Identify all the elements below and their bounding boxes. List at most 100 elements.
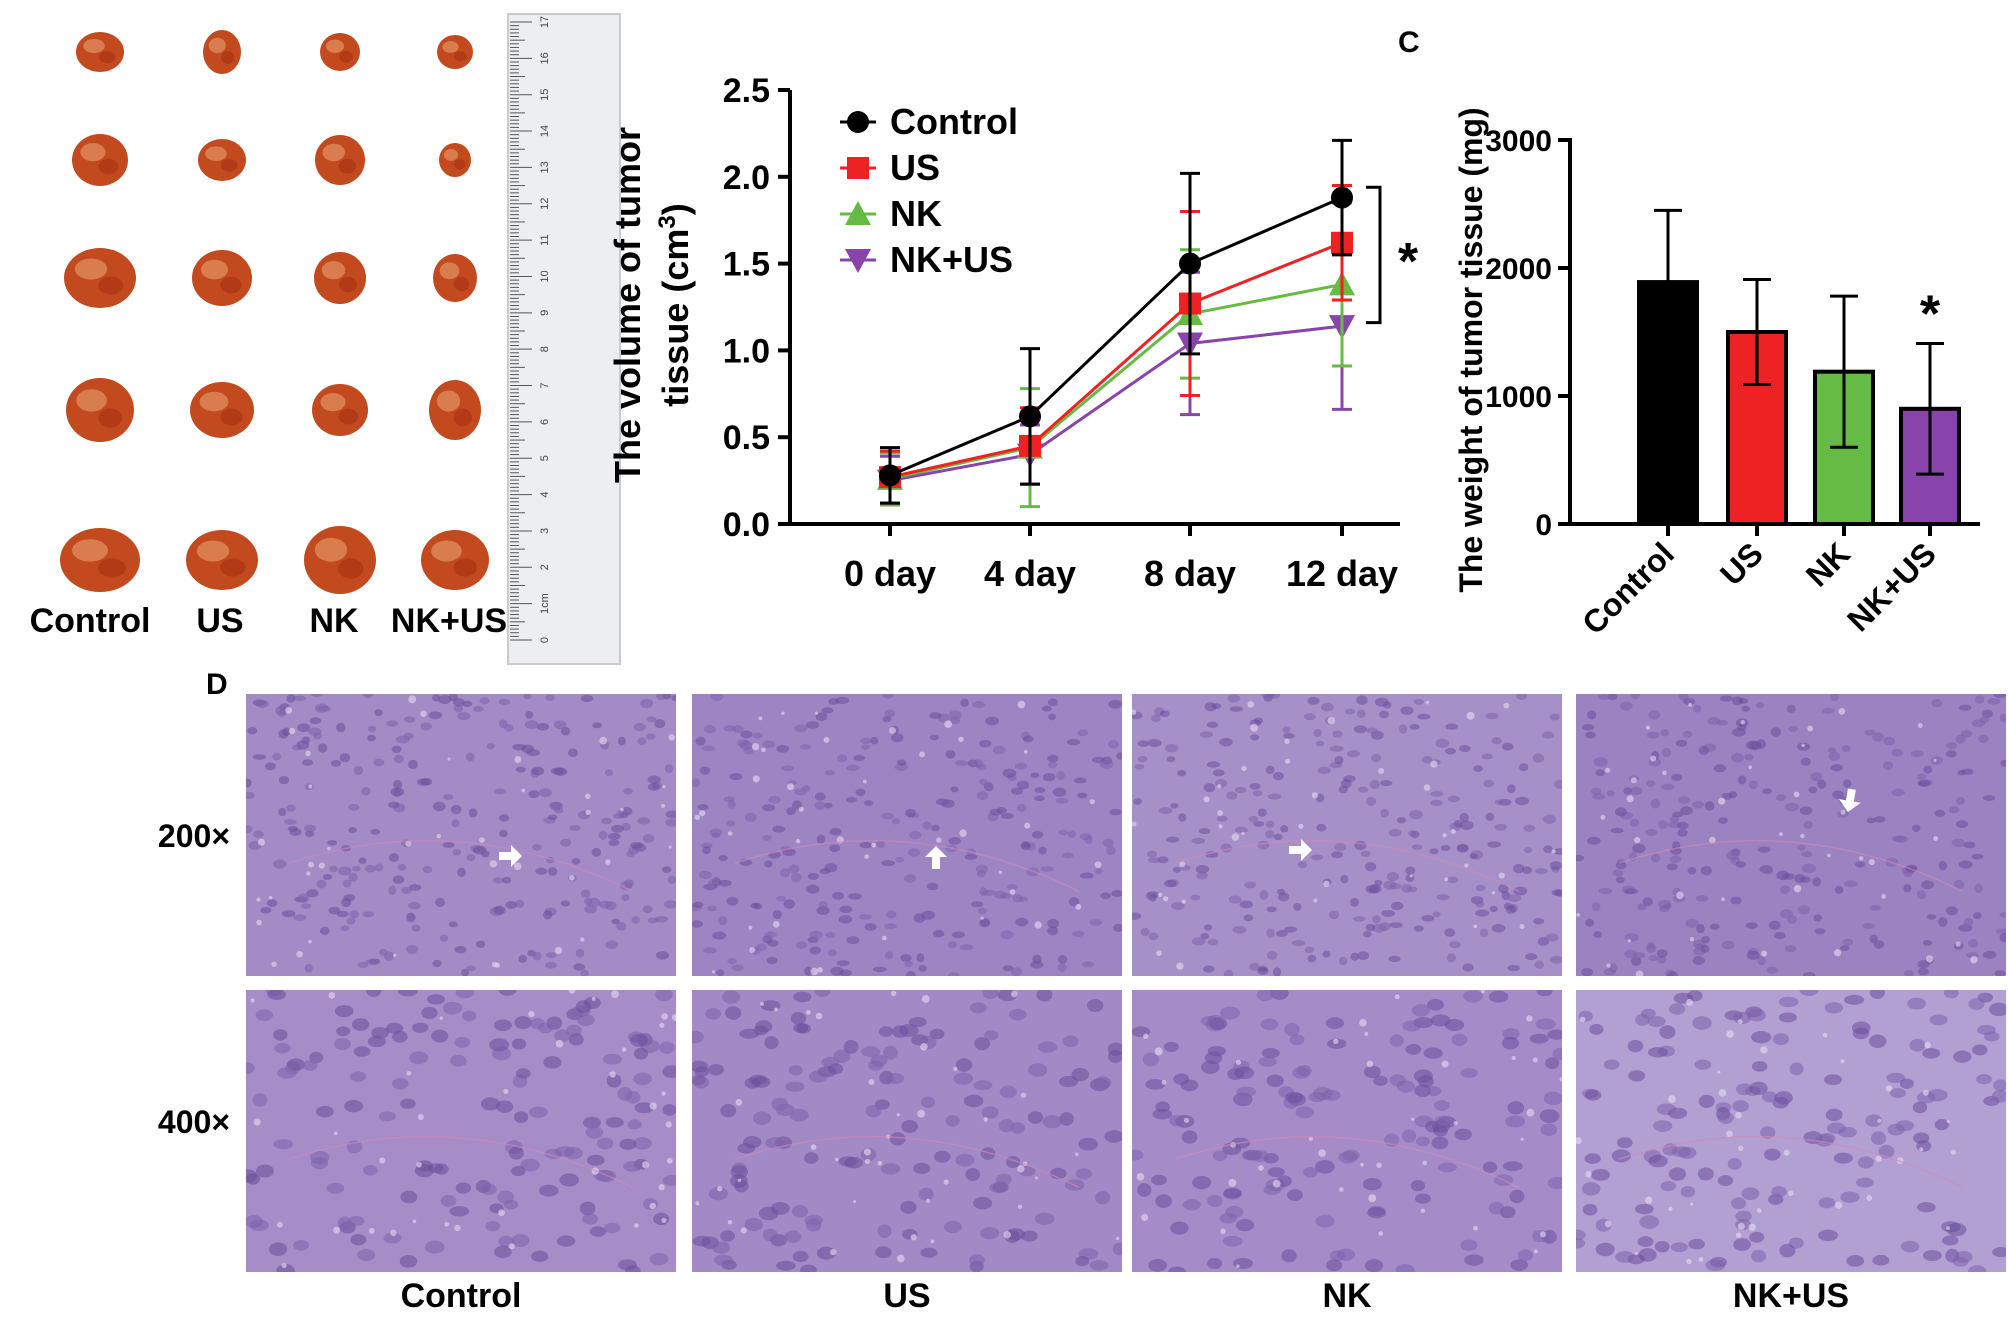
legend-item: Control (840, 101, 1018, 142)
histology-image (246, 990, 676, 1272)
magnification-200: 200× (157, 818, 230, 854)
photo-label-nk: NK (309, 602, 359, 640)
x-tick-label: 4 day (984, 553, 1076, 594)
ruler-number: 3 (539, 528, 551, 534)
bar-y-tick-label: 2000 (1485, 253, 1552, 286)
series-us (879, 183, 1353, 505)
tumor-specimen (421, 530, 489, 590)
y-tick-label: 1.5 (723, 246, 770, 284)
ruler-number: 5 (539, 455, 551, 461)
x-tick-label: 8 day (1144, 553, 1236, 594)
ruler-number: 13 (539, 161, 551, 173)
tumor-specimen (429, 380, 481, 440)
ruler-number: 8 (539, 346, 551, 352)
panel-label-c: C (1398, 26, 1420, 59)
white-arrow-icon (499, 845, 522, 867)
histology-image (1132, 694, 1562, 976)
bar-y-tick-label: 1000 (1485, 381, 1552, 414)
tumor-specimen (312, 384, 368, 436)
panel-label-d: D (206, 668, 228, 701)
series-line (889, 196, 1343, 477)
tumor-specimen (439, 143, 471, 177)
histology-image (692, 694, 1122, 976)
y-tick-label: 1.0 (723, 332, 770, 370)
legend-item: NK (840, 193, 942, 234)
significance-star: * (1398, 233, 1419, 291)
tumor-photo-panel: 0 1cm 2 3 4 5 6 7 8 9 10 11 12 13 14 15 16 17 Control US … (0, 0, 625, 670)
white-arrow-icon (1838, 788, 1861, 812)
legend-marker (847, 157, 869, 179)
tumor-volume-line-chart: The volume of tumor tissue (cm3) 0.0 0.5 1… (607, 72, 1419, 594)
bar-us (1726, 278, 1788, 526)
legend-item: US (840, 147, 940, 188)
photo-label-us: US (196, 602, 244, 640)
bar-nk-us: * (1899, 286, 1961, 526)
tumor-specimen (314, 252, 366, 304)
tumor-specimen (186, 530, 258, 590)
ruler-number: 0 (539, 637, 551, 643)
bar-y-tick-label: 3000 (1485, 125, 1552, 158)
magnification-400: 400× (157, 1104, 230, 1140)
ruler: 0 1cm 2 3 4 5 6 7 8 9 10 11 12 13 14 15 16 17 (507, 13, 621, 665)
tumor-specimen (203, 30, 241, 74)
tumor-specimen (437, 35, 473, 69)
significance-bracket (1366, 185, 1382, 325)
data-point (1179, 252, 1201, 275)
white-arrow-icon (925, 846, 947, 869)
legend-label: Control (890, 101, 1018, 142)
ruler-number: 9 (539, 310, 551, 316)
y-tick-label: 0.5 (723, 419, 770, 457)
bar-y-tick-label: 0 (1535, 509, 1552, 542)
ruler-number: 10 (539, 270, 551, 282)
ruler-number: 1cm (539, 593, 551, 614)
photo-label-control: Control (29, 602, 151, 640)
histology-label-us: US (883, 1277, 931, 1315)
ruler-number: 4 (539, 492, 551, 498)
bar-nk (1813, 294, 1875, 526)
tumor-specimen (66, 378, 134, 442)
histology-label-nk: NK (1322, 1277, 1372, 1315)
ruler-number: 15 (539, 89, 551, 101)
legend-item: NK+US (840, 239, 1013, 280)
tumor-specimen (433, 254, 477, 302)
ruler-number: 2 (539, 564, 551, 570)
tumor-specimen (64, 248, 136, 308)
data-point (879, 464, 901, 487)
data-point (1019, 405, 1041, 428)
series-line (889, 241, 1343, 479)
tumor-specimen (192, 250, 252, 306)
bar-category-label: US (1713, 535, 1770, 592)
bar-category-label: NK (1799, 535, 1857, 593)
histology-label-control: Control (400, 1277, 522, 1315)
ruler-number: 11 (539, 234, 551, 245)
bar-category-label: Control (1575, 535, 1681, 641)
histology-label-nkus: NK+US (1732, 1277, 1850, 1315)
histology-image (246, 694, 676, 976)
tumor-photo: 0 1cm 2 3 4 5 6 7 8 9 10 11 12 13 14 15 16 17 (0, 0, 625, 670)
x-tick-label: 0 day (844, 553, 936, 594)
ruler-number: 14 (539, 125, 551, 137)
legend-label: US (890, 147, 940, 188)
legend-marker (845, 201, 871, 225)
bar-significance-star: * (1920, 286, 1941, 344)
white-arrow-icon (1289, 839, 1312, 861)
tumor-specimen (72, 134, 128, 186)
ruler-number: 6 (539, 419, 551, 425)
bar-control (1637, 208, 1699, 526)
histology-image (1576, 990, 2006, 1272)
tumor-specimen (190, 382, 254, 438)
tumor-specimen (304, 526, 376, 594)
y-axis-label-line2: tissue (cm3) (654, 203, 697, 406)
ruler-number: 16 (539, 52, 551, 64)
histology-image (1576, 694, 2006, 976)
legend-marker (847, 111, 869, 133)
ruler-number: 17 (539, 16, 551, 28)
tumor-specimen (76, 32, 124, 72)
y-tick-label: 2.5 (723, 72, 770, 110)
series-control (879, 138, 1353, 505)
series-line (889, 324, 1343, 483)
photo-label-nkus: NK+US (390, 602, 508, 640)
legend-label: NK+US (890, 239, 1013, 280)
y-axis-label-line1: The volume of tumor (607, 127, 648, 483)
tumor-specimen (198, 139, 246, 181)
